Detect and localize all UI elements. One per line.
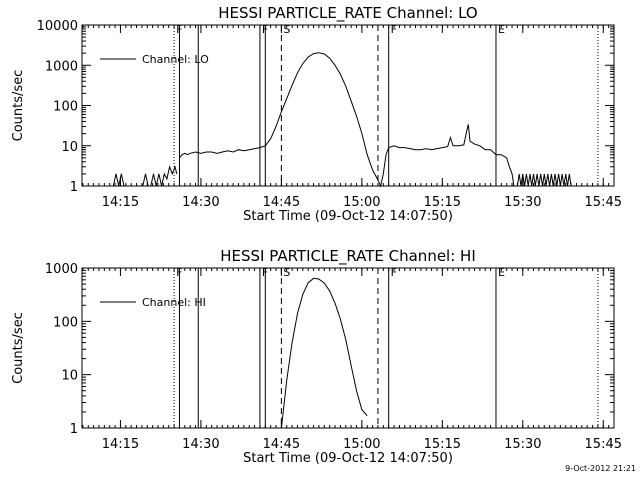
y-tick-label: 1 (70, 180, 78, 195)
x-tick-label: 14:45 (263, 437, 300, 452)
y-tick-label: 10000 (37, 19, 78, 34)
x-axis-label: Start Time (09-Oct-12 14:07:50) (243, 451, 453, 466)
x-tick-label: 15:15 (424, 437, 461, 452)
series-line (280, 277, 368, 429)
event-marker-label: F (391, 266, 397, 279)
x-tick-label: 15:15 (424, 195, 461, 210)
x-axis-label: Start Time (09-Oct-12 14:07:50) (243, 209, 453, 224)
chart-panel-2: HESSI PARTICLE_RATE Channel: HI 1 10 100 100… (11, 247, 622, 466)
event-marker-label: S (283, 23, 290, 36)
plot-frame (81, 267, 615, 429)
y-tick-label: 100 (53, 100, 78, 115)
y-tick-label: 1000 (45, 59, 78, 74)
y-tick-label: 100 (53, 315, 78, 330)
chart-title: HESSI PARTICLE_RATE Channel: HI (220, 247, 476, 266)
y-tick-label: 10 (61, 369, 78, 384)
legend-label: Channel: HI (142, 296, 206, 309)
series-line (142, 173, 149, 187)
x-tick-label: 14:30 (182, 437, 219, 452)
x-tick-label: 14:15 (102, 437, 139, 452)
chart-title: HESSI PARTICLE_RATE Channel: LO (218, 4, 477, 23)
series-line (516, 173, 572, 187)
event-marker-label: E (498, 23, 505, 36)
plot-frame (81, 24, 615, 187)
x-tick-label: 15:30 (504, 437, 541, 452)
y-tick-label: 1000 (45, 262, 78, 277)
event-marker-label: S (283, 266, 290, 279)
event-marker-label: F (391, 23, 397, 36)
x-tick-label: 15:45 (585, 195, 622, 210)
chart-panel-1: HESSI PARTICLE_RATE Channel: LO 1 10 100 100… (11, 4, 622, 224)
y-axis-label: Counts/sec (11, 312, 26, 384)
footer-timestamp: 9-Oct-2012 21:21 (565, 464, 636, 473)
series-line (179, 52, 515, 188)
x-tick-label: 15:45 (585, 437, 622, 452)
x-tick-label: 15:00 (343, 195, 380, 210)
x-tick-label: 14:30 (182, 195, 219, 210)
series-line (150, 165, 178, 187)
legend-label: Channel: LO (142, 53, 209, 66)
y-axis-label: Counts/sec (11, 70, 26, 142)
event-marker-label: E (498, 266, 505, 279)
y-tick-label: 10 (61, 140, 78, 155)
x-tick-label: 14:45 (263, 195, 300, 210)
x-tick-label: 15:30 (504, 195, 541, 210)
x-tick-label: 14:15 (102, 195, 139, 210)
x-tick-label: 15:00 (343, 437, 380, 452)
series-line (112, 173, 125, 187)
y-tick-label: 1 (70, 422, 78, 437)
